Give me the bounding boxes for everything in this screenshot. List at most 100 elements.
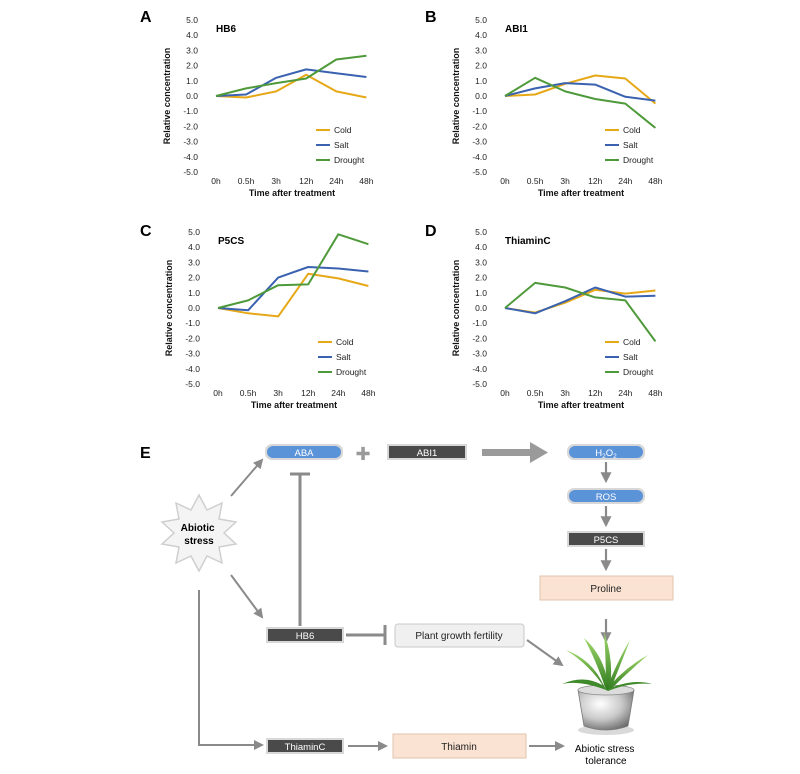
series-line-salt	[504, 286, 656, 315]
y-tick-label: 4.0	[188, 242, 200, 252]
abiotic-stress-label: Abiotic stress	[181, 523, 218, 547]
y-tick-label: 0.0	[188, 303, 200, 313]
x-tick-label: 24h	[618, 176, 632, 186]
series-line-drought	[504, 281, 657, 342]
y-tick-label: 3.0	[188, 257, 200, 267]
y-tick-label: 1.0	[475, 288, 487, 298]
panel-letter: D	[425, 223, 437, 240]
x-tick-label: 24h	[331, 388, 345, 398]
y-tick-label: 1.0	[188, 288, 200, 298]
abi1-box: ABI1	[387, 444, 467, 460]
panel-letter: B	[425, 9, 437, 26]
chart-panel-d: D ThiaminC 5.0 4.0 3.0 2.0 1.0 0.0 -1.0 -2.0 -3.0 -…	[425, 223, 663, 410]
thiaminc-box: ThiaminC	[266, 738, 344, 754]
y-tick-label: 2.0	[475, 273, 487, 283]
y-tick-label: 3.0	[186, 45, 198, 55]
aba-label: ABA	[294, 448, 314, 459]
y-tick-label: 4.0	[475, 242, 487, 252]
starburst-icon	[160, 493, 238, 573]
y-tick-label: -1.0	[183, 106, 198, 116]
proline-label: Proline	[590, 584, 622, 595]
chart-panel-b: B ABI1 5.0 4.0 3.0 2.0 1.0 0.0 -1.0 -2.0 -3.0 -4.0 -…	[425, 9, 663, 198]
potted-plant-icon	[562, 632, 652, 735]
y-tick-label: 5.0	[188, 227, 200, 237]
x-axis-title: Time after treatment	[249, 188, 335, 198]
thiaminc-label: ThiaminC	[285, 742, 326, 753]
thiamin-box: Thiamin	[392, 733, 527, 759]
y-tick-label: 5.0	[475, 15, 487, 25]
abiotic-stress-node: Abiotic stress	[160, 493, 238, 573]
x-tick-label: 48h	[359, 176, 373, 186]
x-tick-label: 12h	[588, 388, 602, 398]
y-tick-label: -3.0	[472, 137, 487, 147]
big-arrow-icon	[482, 442, 548, 463]
y-tick-label: -2.0	[185, 333, 200, 343]
x-tick-label: 0h	[500, 388, 510, 398]
chart-title: P5CS	[218, 236, 244, 247]
legend-label-salt: Salt	[334, 140, 349, 150]
y-tick-label: 1.0	[186, 76, 198, 86]
y-tick-label: -2.0	[183, 121, 198, 131]
x-tick-label: 12h	[299, 176, 313, 186]
x-tick-label: 3h	[271, 176, 281, 186]
y-tick-label: 0.0	[475, 303, 487, 313]
y-tick-label: 3.0	[475, 45, 487, 55]
series-line-drought	[504, 76, 657, 129]
y-tick-label: 3.0	[475, 257, 487, 267]
series-line-salt	[504, 82, 656, 102]
p5cs-box: P5CS	[567, 531, 645, 547]
x-tick-label: 48h	[648, 176, 662, 186]
y-tick-label: -2.0	[472, 333, 487, 343]
x-tick-label: 0.5h	[527, 176, 544, 186]
chart-panel-a: A HB6 5.0 4.0 3.0 2.0 1.0 0.0 -1.0 -2.0 -3.0 -4.0 -5…	[140, 9, 374, 198]
legend-label-cold: Cold	[623, 125, 641, 135]
series-line-salt	[217, 266, 369, 312]
h2o2-box: H2O2	[567, 444, 645, 460]
y-tick-label: 5.0	[186, 15, 198, 25]
y-tick-label: -5.0	[185, 379, 200, 389]
x-axis-title: Time after treatment	[538, 188, 624, 198]
y-tick-label: 2.0	[186, 61, 198, 71]
y-tick-label: -5.0	[183, 167, 198, 177]
tolerance-label: Abiotic stress tolerance	[575, 744, 637, 767]
legend-label-drought: Drought	[336, 367, 367, 377]
y-tick-label: -1.0	[185, 318, 200, 328]
y-tick-label: -3.0	[183, 137, 198, 147]
y-tick-label: 0.0	[186, 91, 198, 101]
plus-icon: ✚	[355, 444, 370, 464]
y-tick-label: -3.0	[185, 349, 200, 359]
x-tick-label: 0h	[500, 176, 510, 186]
h2o2-label: H2O2	[595, 448, 617, 460]
x-tick-label: 12h	[588, 176, 602, 186]
thiamin-label: Thiamin	[441, 742, 477, 753]
series-line-drought	[217, 233, 369, 309]
y-tick-label: 2.0	[188, 273, 200, 283]
legend-label-drought: Drought	[623, 367, 654, 377]
y-tick-label: -2.0	[472, 121, 487, 131]
y-tick-label: -5.0	[472, 379, 487, 389]
x-tick-label: 24h	[618, 388, 632, 398]
legend-label-salt: Salt	[336, 352, 351, 362]
plant-growth-fertility-label: Plant growth fertility	[415, 631, 502, 642]
series-line-salt	[215, 68, 367, 97]
arrow-stress-aba	[230, 458, 264, 497]
aba-box: ABA	[265, 444, 343, 460]
y-axis-title: Relative concentration	[162, 48, 172, 145]
y-tick-label: -4.0	[472, 152, 487, 162]
legend-label-salt: Salt	[623, 352, 638, 362]
legend-label-drought: Drought	[623, 155, 654, 165]
series-line-cold	[504, 74, 657, 105]
legend-label-cold: Cold	[623, 337, 641, 347]
chart-title: HB6	[216, 24, 236, 35]
y-tick-label: 5.0	[475, 227, 487, 237]
x-tick-label: 24h	[329, 176, 343, 186]
y-tick-label: -5.0	[472, 167, 487, 177]
chart-title: ThiaminC	[505, 236, 551, 247]
legend-label-cold: Cold	[336, 337, 354, 347]
panel-letter-e: E	[140, 445, 151, 462]
x-tick-label: 48h	[648, 388, 662, 398]
y-tick-label: 4.0	[475, 30, 487, 40]
y-axis-title: Relative concentration	[451, 48, 461, 145]
x-tick-label: 3h	[273, 388, 283, 398]
series-line-drought	[215, 54, 367, 97]
